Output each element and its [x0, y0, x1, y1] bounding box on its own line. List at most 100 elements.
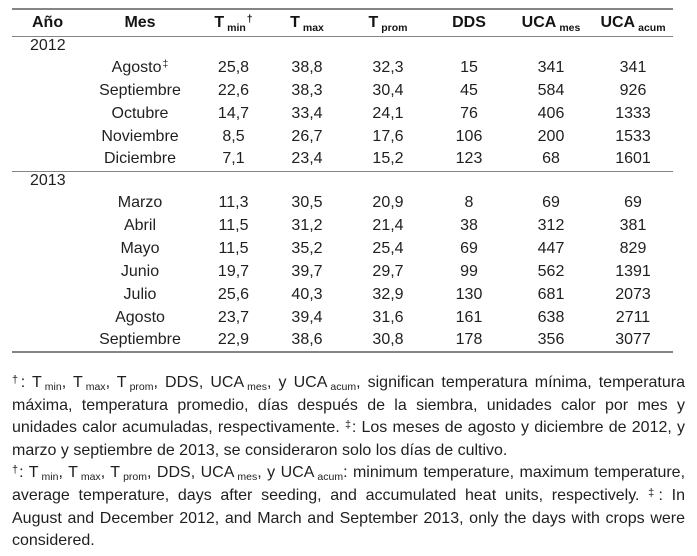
- month-label: Septiembre: [99, 81, 181, 99]
- month-label: Junio: [120, 262, 160, 280]
- col-header-ano: Año: [12, 8, 80, 37]
- value-cell: 40,3: [291, 285, 323, 303]
- table-body: 2012 Agosto‡ 25,8 38,8 32,3 15 341 341 Septiembr…: [12, 35, 673, 352]
- month-label: Septiembre: [99, 331, 181, 348]
- table-row: Junio 19,7 39,7 29,7 99 562 1391: [12, 260, 673, 283]
- double-dagger-mark: ‡: [162, 57, 169, 70]
- uca-mes-subscript: mes: [559, 21, 581, 34]
- value-cell: 8: [464, 193, 474, 211]
- value-cell: 926: [619, 81, 647, 99]
- value-cell: 23,4: [291, 150, 323, 168]
- footnote-marker: ‡: [648, 487, 659, 499]
- value-cell: 69: [542, 193, 560, 211]
- value-cell: 8,5: [222, 127, 245, 145]
- value-cell: 38,8: [291, 58, 323, 76]
- value-cell: 25,4: [372, 239, 404, 257]
- month-cell: Diciembre: [80, 148, 200, 171]
- year-column-spacer: [12, 191, 80, 214]
- table-row: Noviembre 8,5 26,7 17,6 106 200 1533: [12, 125, 673, 148]
- value-cell: 829: [619, 239, 647, 257]
- value-cell: 39,7: [291, 262, 323, 280]
- footnote-subscript: max: [85, 381, 106, 393]
- year-column-spacer: [12, 260, 80, 283]
- dagger-mark: †: [246, 12, 253, 25]
- uca-acum-base: UCA: [600, 13, 636, 31]
- value-cell: 24,1: [372, 104, 404, 122]
- value-cell: 7,1: [222, 150, 245, 168]
- tmax-base: T: [290, 13, 300, 31]
- value-cell: 681: [537, 285, 565, 303]
- month-label: Octubre: [111, 104, 169, 122]
- month-cell: Julio: [80, 283, 200, 306]
- value-cell: 99: [460, 262, 478, 280]
- col-header-mes-label: Mes: [124, 13, 156, 31]
- value-cell: 178: [455, 331, 483, 348]
- tmin-subscript: min: [227, 21, 246, 34]
- month-label: Agosto: [111, 58, 162, 76]
- month-cell: Septiembre: [80, 79, 200, 102]
- value-cell: 25,8: [217, 58, 250, 76]
- value-cell: 45: [460, 81, 478, 99]
- value-cell: 20,9: [372, 193, 404, 211]
- month-label: Abril: [123, 216, 156, 234]
- value-cell: 3077: [615, 331, 651, 348]
- value-cell: 39,4: [291, 308, 323, 326]
- month-label: Julio: [123, 285, 157, 303]
- value-cell: 22,9: [217, 331, 250, 348]
- month-cell: Noviembre: [80, 125, 200, 148]
- uca-mes-base: UCA: [521, 13, 557, 31]
- footnote-subscript: mes: [237, 471, 258, 483]
- table-row: Agosto‡ 25,8 38,8 32,3 15 341 341: [12, 56, 673, 79]
- value-cell: 341: [537, 58, 565, 76]
- value-cell: 381: [619, 216, 647, 234]
- month-cell: Octubre: [80, 102, 200, 125]
- value-cell: 447: [537, 239, 565, 257]
- value-cell: 2073: [615, 285, 651, 303]
- uca-acum-subscript: acum: [638, 21, 666, 34]
- year-row-2013: 2013: [12, 170, 673, 191]
- table-row: Diciembre 7,1 23,4 15,2 123 68 1601: [12, 148, 673, 171]
- month-cell: Junio: [80, 260, 200, 283]
- tmin-base: T: [214, 13, 225, 31]
- value-cell: 76: [460, 104, 478, 122]
- year-column-spacer: [12, 214, 80, 237]
- table-row: Abril 11,5 31,2 21,4 38 312 381: [12, 214, 673, 237]
- value-cell: 406: [537, 104, 565, 122]
- value-cell: 562: [537, 262, 565, 280]
- month-label: Diciembre: [103, 150, 176, 168]
- footnote-subscript: mes: [247, 381, 267, 393]
- value-cell: 1333: [615, 104, 651, 122]
- value-cell: 130: [455, 285, 483, 303]
- col-header-dds: DDS: [429, 8, 509, 37]
- month-cell: Agosto: [80, 306, 200, 329]
- value-cell: 25,6: [217, 285, 250, 303]
- year-label: 2013: [12, 170, 673, 191]
- value-cell: 23,7: [217, 308, 250, 326]
- month-label: Mayo: [120, 239, 160, 257]
- year-column-spacer: [12, 125, 80, 148]
- value-cell: 22,6: [217, 81, 250, 99]
- value-cell: 30,4: [372, 81, 404, 99]
- value-cell: 29,7: [372, 262, 404, 280]
- table-row: Septiembre 22,9 38,6 30,8 178 356 3077: [12, 329, 673, 352]
- year-label: 2012: [12, 35, 673, 56]
- value-cell: 32,3: [372, 58, 404, 76]
- value-cell: 19,7: [217, 262, 250, 280]
- tmax-subscript: max: [302, 21, 324, 34]
- footnote-marker: ‡: [344, 419, 352, 431]
- footnote-subscript: prom: [123, 471, 148, 483]
- value-cell: 123: [455, 150, 483, 168]
- value-cell: 356: [537, 331, 565, 348]
- month-label: Noviembre: [101, 127, 179, 145]
- value-cell: 584: [537, 81, 565, 99]
- month-cell: Abril: [80, 214, 200, 237]
- value-cell: 11,5: [218, 216, 249, 234]
- table-row: Mayo 11,5 35,2 25,4 69 447 829: [12, 237, 673, 260]
- table-row: Marzo 11,3 30,5 20,9 8 69 69: [12, 191, 673, 214]
- year-column-spacer: [12, 329, 80, 352]
- value-cell: 68: [542, 150, 560, 168]
